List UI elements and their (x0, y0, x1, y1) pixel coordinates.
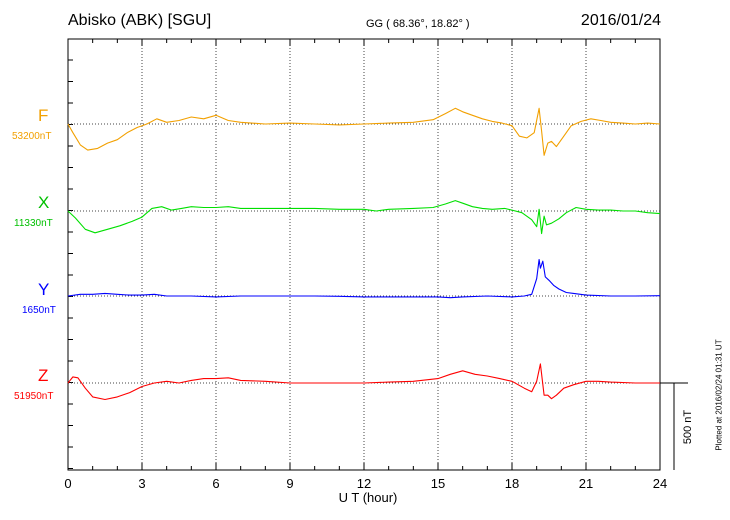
date-label: 2016/01/24 (580, 12, 661, 29)
plotted-timestamp: Plotted at 2016/02/24 01:31 UT (714, 339, 724, 451)
series-line-z (67, 363, 660, 401)
baseline-label-z: 51950nT (14, 391, 54, 402)
x-tick-label: 0 (64, 476, 71, 491)
series-line-y (67, 258, 661, 299)
scale-bar-label: 500 nT (682, 409, 694, 445)
x-tick-label: 15 (431, 476, 445, 491)
x-tick-label: 9 (286, 476, 293, 491)
series-label-f: F (38, 106, 49, 125)
series-label-x: X (38, 193, 50, 212)
baseline-label-y: 1650nT (22, 305, 56, 316)
x-axis-label: U T (hour) (338, 490, 398, 505)
grid-lines (141, 39, 587, 470)
baseline-label-x: 11330nT (14, 218, 53, 229)
axis-ticks: 0 3 6 9 12 15 18 21 24 (64, 39, 667, 491)
series-lines (67, 107, 661, 401)
x-tick-label: 18 (505, 476, 519, 491)
x-tick-label: 3 (138, 476, 145, 491)
series-line-x (67, 200, 661, 235)
series-label-y: Y (38, 280, 50, 299)
x-tick-label: 24 (653, 476, 667, 491)
station-title: Abisko (ABK) [SGU] (68, 12, 212, 29)
x-tick-label: 12 (357, 476, 371, 491)
baseline-label-f: 53200nT (12, 131, 52, 142)
series-label-z: Z (38, 366, 49, 385)
scale-bar (660, 382, 688, 470)
x-tick-label: 6 (212, 476, 219, 491)
series-line-f (67, 107, 661, 156)
geographic-coordinates: GG ( 68.36°, 18.82° ) (366, 18, 470, 30)
x-tick-label: 21 (579, 476, 593, 491)
